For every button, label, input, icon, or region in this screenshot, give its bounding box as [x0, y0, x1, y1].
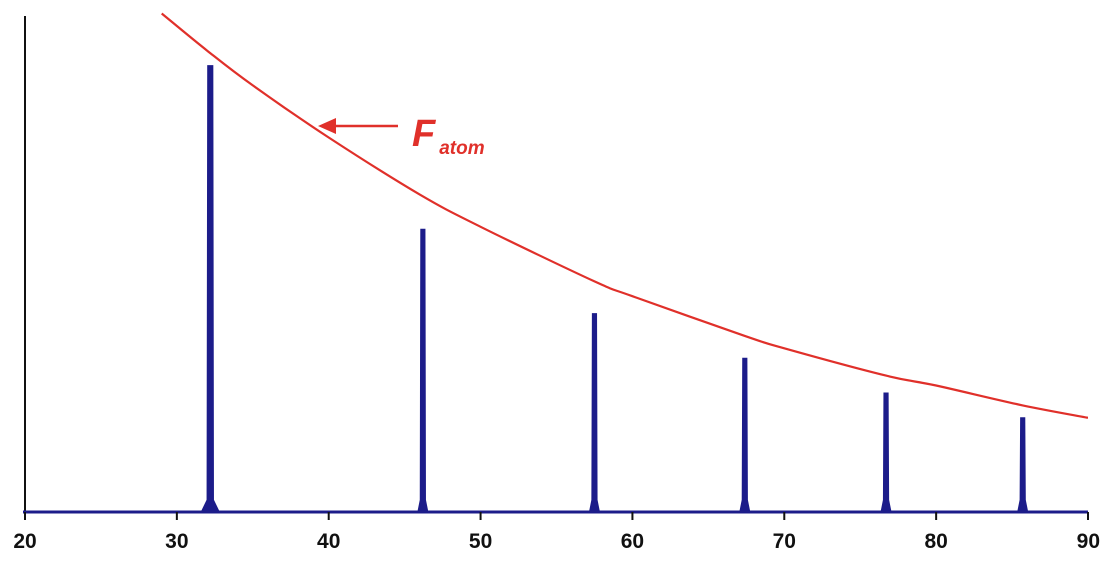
x-tick-label: 20: [13, 530, 36, 553]
peak: [1017, 417, 1029, 513]
annotation-main-text: F: [412, 113, 437, 155]
x-tick-label: 50: [469, 530, 492, 553]
x-tick-label: 30: [165, 530, 188, 553]
envelope-curve: [161, 12, 1088, 419]
x-tick-label: 90: [1077, 530, 1100, 553]
x-tick-label: 40: [317, 530, 340, 553]
x-tick-label: 60: [621, 530, 644, 553]
annotation-arrowhead: [318, 118, 336, 134]
peak: [880, 392, 892, 513]
peak: [417, 228, 429, 513]
x-ticks-layer: 20 30 40 50 60 70 80 90: [13, 512, 1100, 553]
x-tick-label: 80: [924, 530, 947, 553]
annotation-subscript: atom: [439, 138, 485, 159]
axes-layer: [23, 16, 1088, 514]
envelope-curve-layer: [161, 12, 1088, 419]
x-tick-label: 70: [773, 530, 796, 553]
peak: [200, 65, 221, 513]
peak: [588, 313, 601, 513]
peak: [739, 357, 751, 513]
